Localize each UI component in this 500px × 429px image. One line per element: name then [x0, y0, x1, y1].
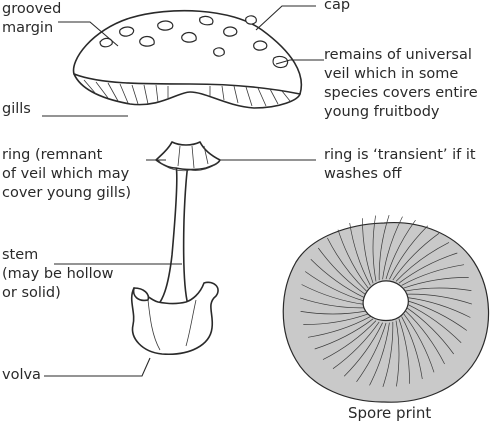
label-ring: ring (remnant of veil which may cover yo…	[2, 147, 132, 201]
ring-edge	[157, 159, 219, 172]
spore-line	[310, 258, 365, 298]
cap-spots	[99, 15, 289, 69]
spore-line	[407, 297, 471, 318]
spore-print	[282, 214, 490, 403]
spore-line	[395, 320, 400, 387]
leader-cap	[255, 5, 316, 31]
spore-line	[378, 214, 390, 281]
spore-line	[299, 297, 366, 309]
spore-line	[314, 318, 374, 350]
spore-line	[327, 237, 367, 292]
leader-volva	[44, 357, 151, 377]
spore-line	[406, 293, 473, 305]
label-universal-veil: remains of universal veil which in some …	[324, 47, 478, 120]
label-ring-transient: ring is ‘transient’ if it washes off	[324, 147, 476, 182]
spore-line	[395, 242, 450, 282]
spore-line	[403, 277, 469, 289]
spore-line	[301, 284, 365, 305]
gill-lines	[83, 79, 291, 107]
label-grooved-margin: grooved margin	[2, 1, 62, 36]
spore-print-lines	[299, 214, 473, 388]
spore-line	[337, 229, 369, 289]
leader-universal-veil	[275, 59, 324, 65]
label-cap: cap	[324, 0, 351, 13]
spore-line	[318, 247, 366, 295]
label-stem: stem (may be hollow or solid)	[2, 247, 114, 301]
label-gills: gills	[2, 101, 31, 117]
spore-line	[349, 222, 371, 286]
label-volva: volva	[2, 367, 41, 383]
spore-line	[398, 252, 458, 284]
spore-line	[406, 307, 454, 355]
spore-line	[385, 219, 416, 280]
label-spore-print: Spore print	[348, 404, 432, 422]
volva	[130, 281, 219, 355]
spore-line	[303, 313, 369, 325]
leader-grooved-margin	[58, 21, 119, 47]
gill-underside	[73, 73, 301, 109]
spore-line	[401, 264, 465, 286]
spore-line	[322, 320, 377, 360]
spore-line	[389, 225, 429, 280]
spore-line	[372, 215, 377, 282]
spore-line	[307, 316, 371, 338]
spore-line	[356, 322, 387, 383]
spore-line	[300, 310, 367, 315]
volva-lobe	[132, 287, 150, 302]
spore-line	[398, 318, 410, 384]
spore-line	[343, 322, 383, 377]
spore-line	[401, 316, 423, 380]
volva-fold	[147, 299, 161, 351]
spore-line	[382, 321, 394, 388]
spore-line	[403, 313, 435, 373]
spore-line	[405, 310, 445, 365]
spore-line	[407, 300, 468, 331]
spore-line	[392, 233, 440, 281]
ring	[155, 141, 221, 171]
spore-line	[304, 271, 365, 302]
ring-fold	[177, 145, 209, 169]
spore-line	[405, 287, 472, 292]
spore-line	[369, 322, 390, 386]
spore-line	[332, 321, 380, 369]
stem	[157, 164, 189, 306]
leader-lines	[42, 5, 324, 377]
spore-print-center	[362, 280, 409, 322]
spore-line	[407, 304, 462, 344]
spore-line	[362, 218, 374, 284]
spore-line	[382, 216, 403, 280]
volva-fold-2	[185, 299, 197, 347]
